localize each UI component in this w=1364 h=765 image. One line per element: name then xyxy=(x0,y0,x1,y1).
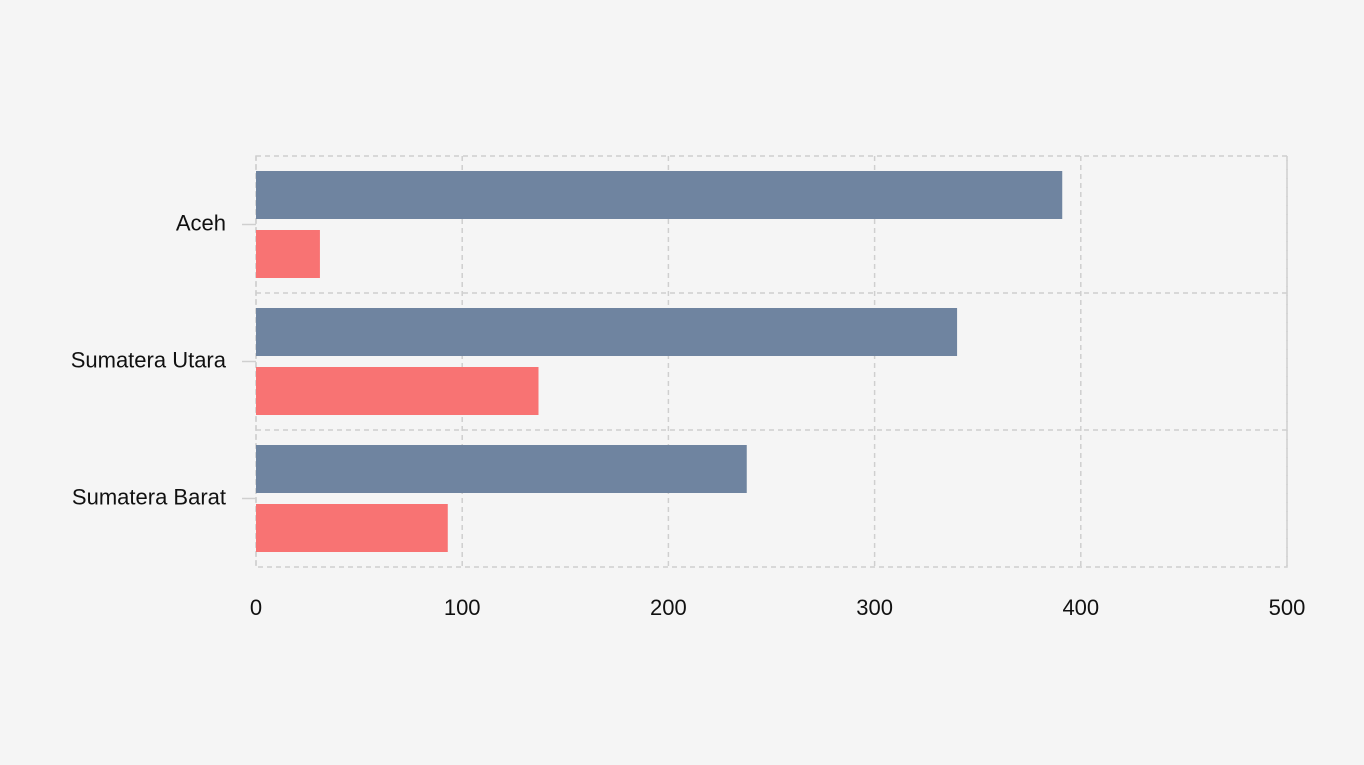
bar xyxy=(256,230,320,278)
bar xyxy=(256,445,747,493)
x-tick-label: 200 xyxy=(650,595,687,620)
bar xyxy=(256,171,1063,219)
bar xyxy=(256,367,539,415)
x-tick-label: 300 xyxy=(856,595,893,620)
y-tick-label: Sumatera Utara xyxy=(71,347,227,372)
y-tick-label: Aceh xyxy=(176,210,226,235)
x-tick-label: 400 xyxy=(1062,595,1099,620)
bar xyxy=(256,504,448,552)
plot-border xyxy=(255,155,1288,568)
x-tick-label: 100 xyxy=(444,595,481,620)
x-tick-label: 0 xyxy=(250,595,262,620)
y-tick-label: Sumatera Barat xyxy=(72,484,226,509)
bar xyxy=(256,308,958,356)
x-tick-label: 500 xyxy=(1269,595,1306,620)
